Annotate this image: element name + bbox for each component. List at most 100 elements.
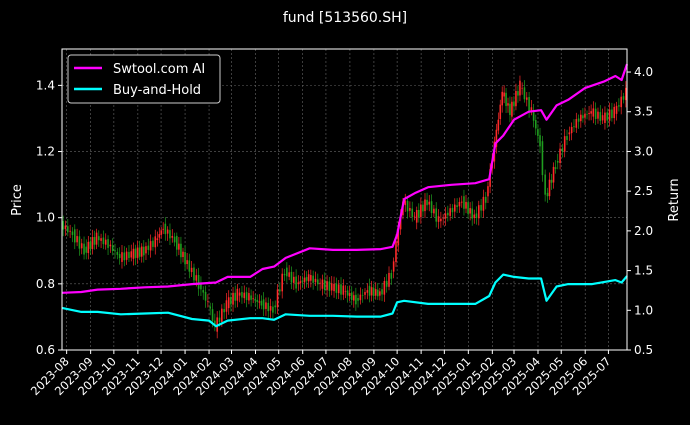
candle-body bbox=[554, 167, 557, 169]
y-label-left: Price bbox=[10, 184, 25, 216]
candle-body bbox=[433, 208, 435, 214]
candle-body bbox=[145, 246, 147, 254]
candle-body bbox=[346, 290, 349, 296]
candle-body bbox=[580, 114, 582, 122]
candle-body bbox=[100, 238, 102, 241]
candle-body bbox=[509, 103, 511, 116]
candle-body bbox=[111, 245, 114, 251]
candle-body bbox=[265, 302, 267, 309]
candle-body bbox=[530, 107, 533, 112]
chart-title: fund [513560.SH] bbox=[283, 10, 407, 26]
candle-body bbox=[223, 309, 225, 313]
candle-body bbox=[78, 236, 81, 249]
candle-body bbox=[299, 281, 302, 284]
candle-body bbox=[561, 148, 564, 152]
candle-body bbox=[503, 92, 505, 97]
candle-body bbox=[355, 294, 357, 305]
candle-body bbox=[368, 285, 371, 296]
candle-body bbox=[279, 289, 281, 292]
candle-body bbox=[458, 201, 461, 207]
candle-body bbox=[290, 271, 293, 283]
legend-label-strategy: Swtool.com AI bbox=[113, 62, 205, 77]
candle-body bbox=[297, 282, 300, 285]
y-tick-label-right: 3.5 bbox=[634, 105, 653, 119]
candle-body bbox=[495, 129, 498, 147]
candle-body bbox=[123, 252, 126, 261]
candle-body bbox=[142, 246, 145, 256]
candle-body bbox=[463, 196, 465, 209]
candle-body bbox=[241, 291, 243, 298]
candle-body bbox=[566, 136, 568, 140]
y-tick-label-right: 4.0 bbox=[634, 65, 653, 79]
candle-body bbox=[601, 115, 604, 121]
y-tick-label-right: 1.5 bbox=[634, 264, 653, 278]
candle-body bbox=[456, 205, 458, 208]
candle-body bbox=[190, 267, 193, 273]
candle-body bbox=[364, 292, 366, 295]
candle-body bbox=[140, 246, 143, 257]
candle-body bbox=[262, 299, 265, 310]
candle-body bbox=[588, 112, 590, 115]
candle-body bbox=[301, 280, 304, 282]
candle-body bbox=[169, 230, 171, 239]
candle-body bbox=[173, 236, 176, 243]
candle-body bbox=[281, 273, 283, 292]
candle-body bbox=[374, 289, 377, 296]
candle-body bbox=[428, 201, 431, 205]
candle-body bbox=[195, 275, 198, 281]
candle-body bbox=[258, 301, 261, 303]
candle-body bbox=[310, 275, 312, 281]
candle-body bbox=[615, 105, 618, 114]
candle-body bbox=[160, 230, 163, 235]
candle-body bbox=[370, 287, 373, 296]
candle-body bbox=[559, 148, 561, 164]
candle-body bbox=[568, 132, 571, 135]
candle-body bbox=[392, 261, 395, 272]
candle-body bbox=[64, 225, 67, 229]
candle-body bbox=[453, 204, 456, 212]
candle-body bbox=[584, 113, 586, 118]
candle-body bbox=[319, 282, 321, 284]
candle-body bbox=[202, 290, 205, 293]
candle-body bbox=[517, 91, 519, 96]
y-tick-label-right: 3.0 bbox=[634, 144, 653, 158]
candle-body bbox=[286, 267, 288, 277]
candle-body bbox=[592, 108, 595, 117]
candle-body bbox=[209, 306, 212, 309]
candle-body bbox=[256, 299, 259, 302]
candle-body bbox=[383, 280, 386, 295]
candle-body bbox=[214, 320, 216, 326]
x-axis: 2023-082023-092023-102023-112023-122024-… bbox=[28, 350, 614, 398]
candle-body bbox=[484, 196, 487, 203]
candle-body bbox=[537, 129, 539, 136]
candle-body bbox=[323, 279, 326, 291]
candle-body bbox=[73, 229, 76, 243]
candle-body bbox=[613, 106, 616, 119]
candle-body bbox=[344, 291, 347, 292]
candle-body bbox=[307, 274, 310, 282]
candle-body bbox=[599, 112, 602, 121]
candle-body bbox=[415, 209, 418, 223]
candle-body bbox=[166, 229, 169, 234]
candle-body bbox=[245, 292, 248, 300]
candle-body bbox=[515, 91, 517, 107]
candle-body bbox=[467, 202, 469, 214]
candle-body bbox=[426, 199, 428, 206]
candle-body bbox=[597, 111, 599, 119]
candle-body bbox=[158, 234, 161, 238]
candle-body bbox=[116, 252, 119, 255]
candle-body bbox=[525, 97, 528, 100]
candle-body bbox=[487, 186, 489, 197]
candle-body bbox=[93, 236, 96, 245]
candle-body bbox=[449, 208, 451, 216]
candle-body bbox=[230, 297, 232, 305]
candle-body bbox=[573, 126, 575, 128]
candle-body bbox=[420, 204, 422, 218]
candle-body bbox=[305, 277, 308, 281]
candle-body bbox=[218, 317, 221, 323]
candle-body bbox=[243, 292, 246, 299]
return-lines bbox=[61, 63, 629, 328]
candle-body bbox=[404, 200, 407, 206]
candle-body bbox=[582, 115, 584, 119]
y-label-right: Return bbox=[667, 178, 682, 221]
